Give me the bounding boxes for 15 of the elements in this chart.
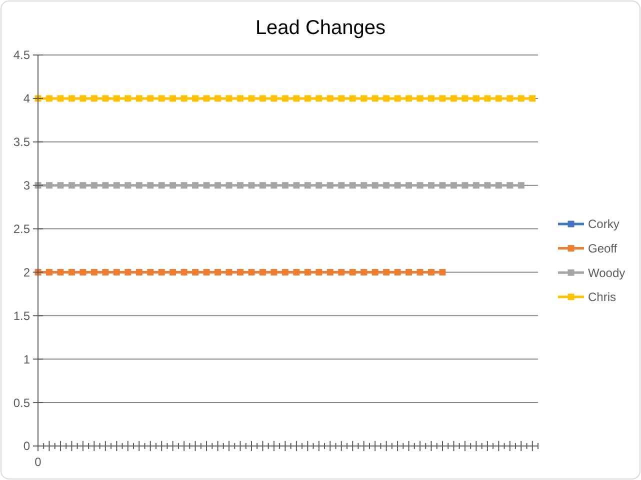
y-tick-label: 2.5: [13, 222, 30, 236]
y-tick-label: 1: [23, 352, 30, 366]
y-tick-label: 3: [23, 178, 30, 193]
y-tick-label: 4: [23, 92, 30, 106]
y-tick-label: 1.5: [13, 308, 30, 323]
y-tick-label: 4.5: [13, 48, 30, 62]
legend-label: Chris: [588, 290, 616, 304]
y-tick-label: 3.5: [13, 135, 30, 150]
y-tick-label: 0: [23, 439, 30, 454]
legend-label: Geoff: [588, 242, 618, 256]
legend-label: Corky: [588, 217, 620, 232]
legend-label: Woody: [588, 266, 626, 280]
y-tick-label: 0.5: [13, 396, 30, 410]
y-tick-label: 2: [23, 265, 30, 280]
chart-title: Lead Changes: [255, 17, 386, 39]
